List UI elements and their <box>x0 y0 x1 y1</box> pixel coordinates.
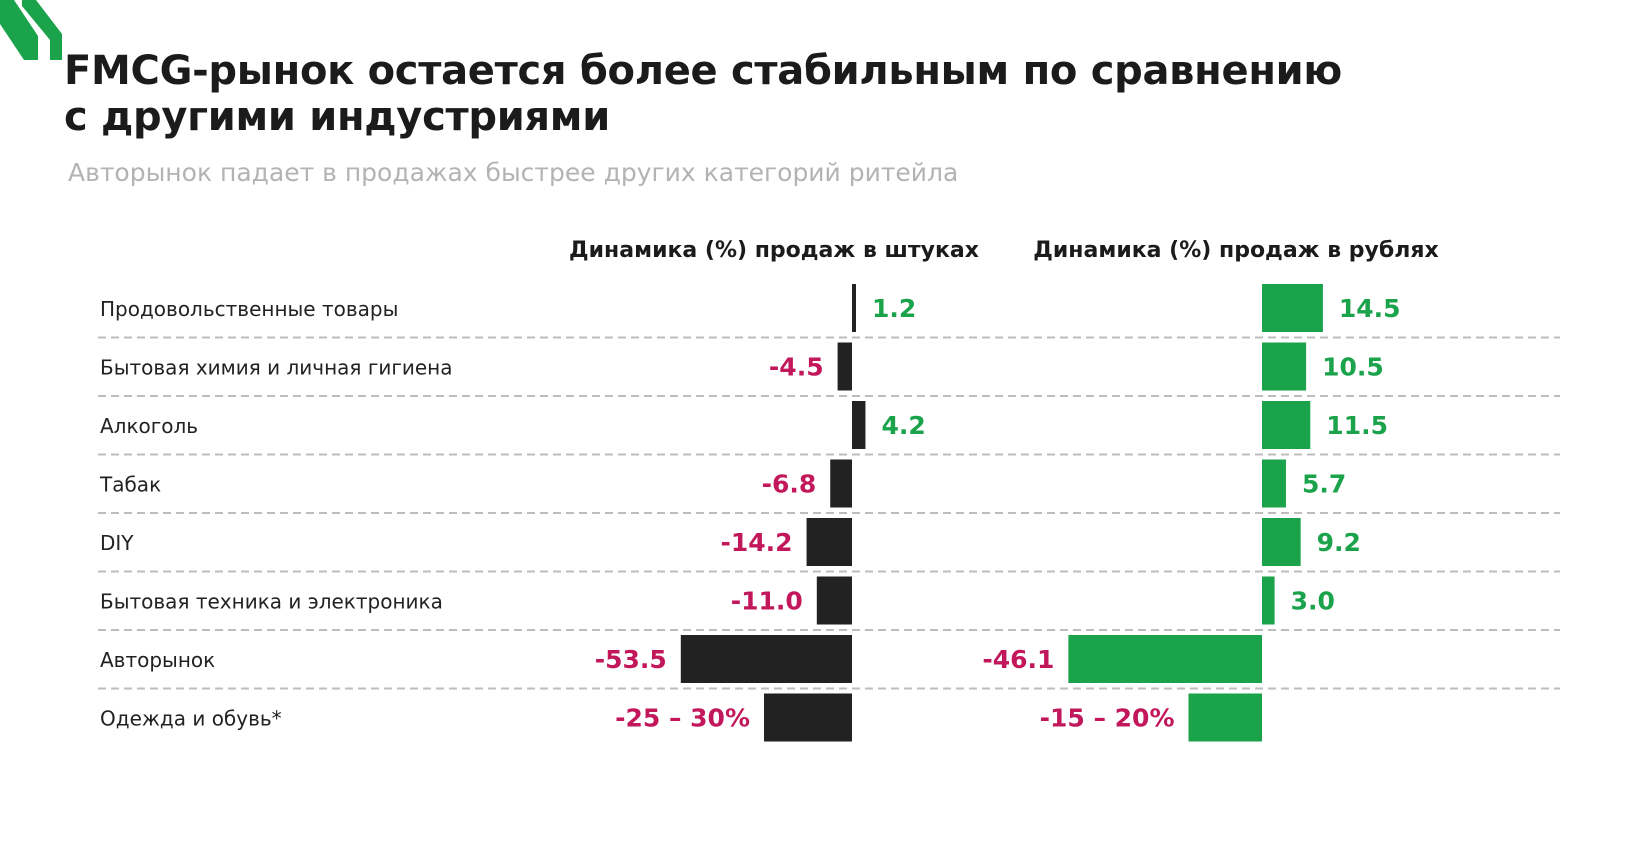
data-label: -15 – 20% <box>1040 704 1175 733</box>
data-label: 4.2 <box>881 411 925 440</box>
bar <box>852 284 856 332</box>
data-label: -25 – 30% <box>615 704 750 733</box>
data-label: 1.2 <box>872 294 916 323</box>
bar <box>1068 635 1262 683</box>
panel-title: Динамика (%) продаж в штуках <box>569 238 979 263</box>
data-label: -14.2 <box>720 528 792 557</box>
category-label: Табак <box>99 473 161 497</box>
page-title: FMCG-рынок остается более стабильным по … <box>64 48 1514 140</box>
bar <box>1262 342 1307 391</box>
category-label: Одежда и обувь* <box>100 707 282 731</box>
data-label: -46.1 <box>982 645 1054 674</box>
page-subtitle: Авторынок падает в продажах быстрее друг… <box>68 158 959 187</box>
bar <box>1262 401 1311 449</box>
bar <box>837 342 852 391</box>
data-label: 5.7 <box>1302 470 1346 499</box>
category-label: Бытовая химия и личная гигиена <box>100 356 452 380</box>
data-label: -11.0 <box>731 587 803 616</box>
panel-title: Динамика (%) продаж в рублях <box>1033 238 1438 263</box>
title-line-1: FMCG-рынок остается более стабильным по … <box>64 48 1342 94</box>
category-label: Алкоголь <box>100 414 198 438</box>
bar <box>806 518 852 566</box>
data-label: 11.5 <box>1326 411 1388 440</box>
bar <box>1262 284 1323 332</box>
data-label: 14.5 <box>1339 294 1401 323</box>
data-label: 9.2 <box>1317 528 1361 557</box>
bar <box>830 459 852 508</box>
bar <box>1262 518 1301 566</box>
bar <box>1262 459 1286 508</box>
category-label: DIY <box>100 531 134 555</box>
bar <box>1188 693 1262 742</box>
data-label: -53.5 <box>595 645 667 674</box>
bar <box>852 401 866 449</box>
category-label: Продовольственные товары <box>100 297 398 321</box>
bar <box>764 693 852 742</box>
data-label: -6.8 <box>762 470 817 499</box>
title-line-2: с другими индустриями <box>64 94 610 140</box>
bar <box>680 635 852 683</box>
data-label: 3.0 <box>1291 587 1335 616</box>
category-label: Авторынок <box>100 648 215 672</box>
category-label: Бытовая техника и электроника <box>100 590 443 614</box>
bar <box>1262 576 1275 625</box>
logo-icon <box>0 0 62 60</box>
bar <box>816 576 852 625</box>
data-label: -4.5 <box>769 353 824 382</box>
data-label: 10.5 <box>1322 353 1384 382</box>
